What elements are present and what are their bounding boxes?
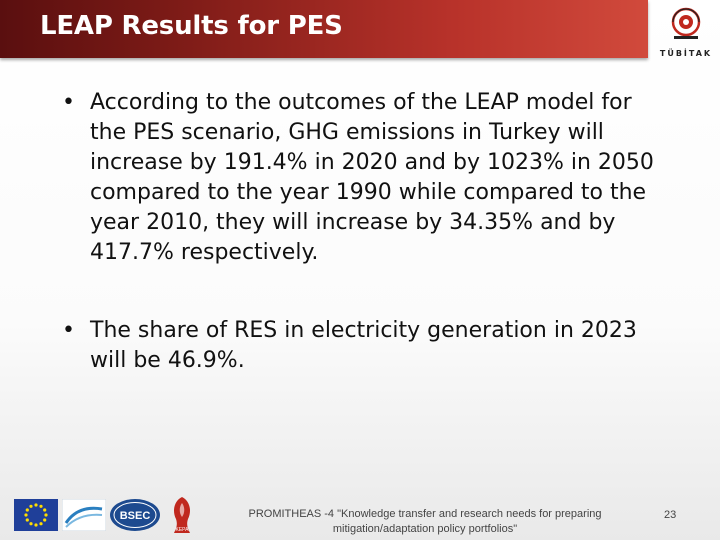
fp7-logo xyxy=(62,499,106,531)
bullet-list: According to the outcomes of the LEAP mo… xyxy=(62,88,662,376)
svg-text:KEPA: KEPA xyxy=(176,527,190,533)
eu-flag-logo xyxy=(14,499,58,531)
tubitak-logo xyxy=(671,7,701,39)
footer-caption-line: mitigation/adaptation policy portfolios" xyxy=(332,523,518,535)
bullet-item: According to the outcomes of the LEAP mo… xyxy=(62,88,662,268)
title-bar: LEAP Results for PES xyxy=(0,0,648,58)
svg-text:BSEC: BSEC xyxy=(120,510,151,522)
tubitak-logo-text: TÜBİTAK xyxy=(659,49,713,58)
bsec-logo: BSEC xyxy=(110,499,160,531)
footer-caption: PROMITHEAS -4 "Knowledge transfer and re… xyxy=(215,507,635,537)
kepa-logo: KEPA xyxy=(174,497,190,533)
bullet-item: The share of RES in electricity generati… xyxy=(62,316,662,376)
page-number: 23 xyxy=(664,509,677,521)
footer-caption-line: PROMITHEAS -4 "Knowledge transfer and re… xyxy=(248,508,602,520)
slide-title: LEAP Results for PES xyxy=(40,11,343,41)
